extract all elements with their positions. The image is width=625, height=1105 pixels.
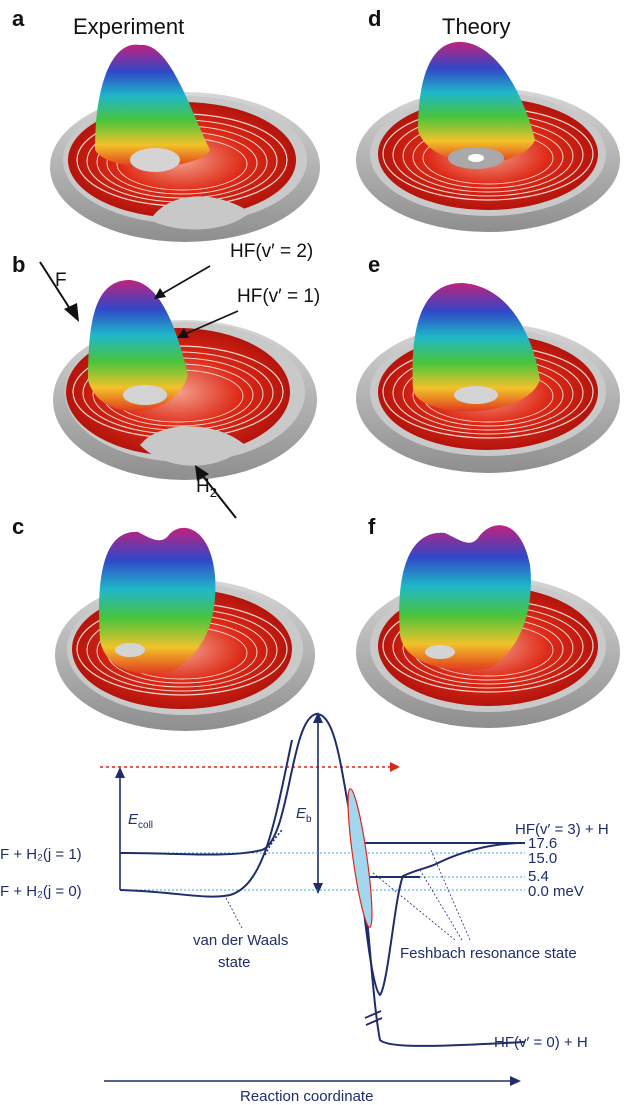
surface-plot-b	[53, 280, 317, 480]
h2-arrowhead	[195, 465, 209, 481]
surface-plot-c	[55, 527, 315, 731]
feshbach-label: Feshbach resonance state	[400, 945, 577, 962]
level-15-0: 15.0	[528, 850, 557, 867]
title-theory: Theory	[442, 14, 510, 39]
vdw-label-line1: van der Waals	[193, 932, 288, 949]
surface-plot-e	[356, 283, 620, 473]
label-f-h2-j0: F + H₂(j = 0)	[0, 883, 82, 900]
e-coll-label: Ecoll	[128, 811, 153, 831]
hf-v1-pointer	[182, 310, 239, 336]
panel-label-c: c	[12, 514, 24, 539]
reactant-f-label: F	[55, 270, 67, 291]
hf-v2-pointer	[159, 265, 211, 296]
hf-v1-label: HF(v′ = 1)	[237, 286, 320, 307]
vdw-label-line2: state	[218, 954, 251, 971]
f-arrowhead	[64, 303, 79, 322]
hf-v2-label: HF(v′ = 2)	[230, 241, 313, 262]
transition-state-ellipse	[347, 788, 373, 928]
panel-label-b: b	[12, 252, 25, 277]
hf-v3-well	[359, 842, 526, 997]
surface-plot-f	[356, 525, 620, 728]
h2-arrow-line	[201, 474, 237, 519]
energy-diagram: Ecoll Eb F + H₂(j = 1) F + H₂(j = 0) van…	[0, 712, 609, 1105]
label-hf-v0: HF(v′ = 0) + H	[494, 1034, 588, 1051]
panel-label-d: d	[368, 6, 381, 31]
label-f-h2-j1: F + H₂(j = 1)	[0, 846, 82, 863]
panel-label-f: f	[368, 514, 376, 539]
panel-label-a: a	[12, 6, 25, 31]
f-arrow-line	[39, 261, 73, 313]
potential-curve-j1	[119, 712, 526, 1047]
reaction-coordinate-label: Reaction coordinate	[240, 1088, 373, 1105]
potential-curve-j0	[119, 739, 293, 898]
surface-plot-d	[356, 41, 620, 232]
panel-label-e: e	[368, 252, 380, 277]
level-5-4: 5.4	[528, 868, 549, 885]
surface-plot-a	[50, 44, 320, 242]
level-0-0: 0.0 meV	[528, 883, 584, 900]
level-17-6: 17.6	[528, 835, 557, 852]
title-experiment: Experiment	[73, 14, 184, 39]
e-b-label: Eb	[296, 805, 312, 825]
label-hf-v3: HF(v′ = 3) + H	[515, 821, 609, 838]
panel-b-annotations: F HF(v′ = 2) HF(v′ = 1) H2	[39, 241, 320, 519]
